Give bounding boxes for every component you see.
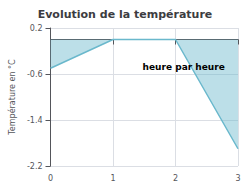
svg-text:0: 0 bbox=[48, 174, 53, 183]
svg-text:1: 1 bbox=[110, 174, 115, 183]
svg-text:-1.4: -1.4 bbox=[27, 116, 43, 125]
svg-text:heure par heure: heure par heure bbox=[143, 62, 225, 72]
svg-text:2: 2 bbox=[173, 174, 178, 183]
svg-text:-0.6: -0.6 bbox=[27, 70, 43, 79]
svg-text:3: 3 bbox=[235, 174, 240, 183]
svg-text:-2.2: -2.2 bbox=[27, 162, 43, 171]
svg-text:0.2: 0.2 bbox=[30, 24, 43, 33]
svg-text:Température en °C: Température en °C bbox=[7, 59, 17, 136]
svg-text:Evolution de la température: Evolution de la température bbox=[38, 8, 213, 21]
